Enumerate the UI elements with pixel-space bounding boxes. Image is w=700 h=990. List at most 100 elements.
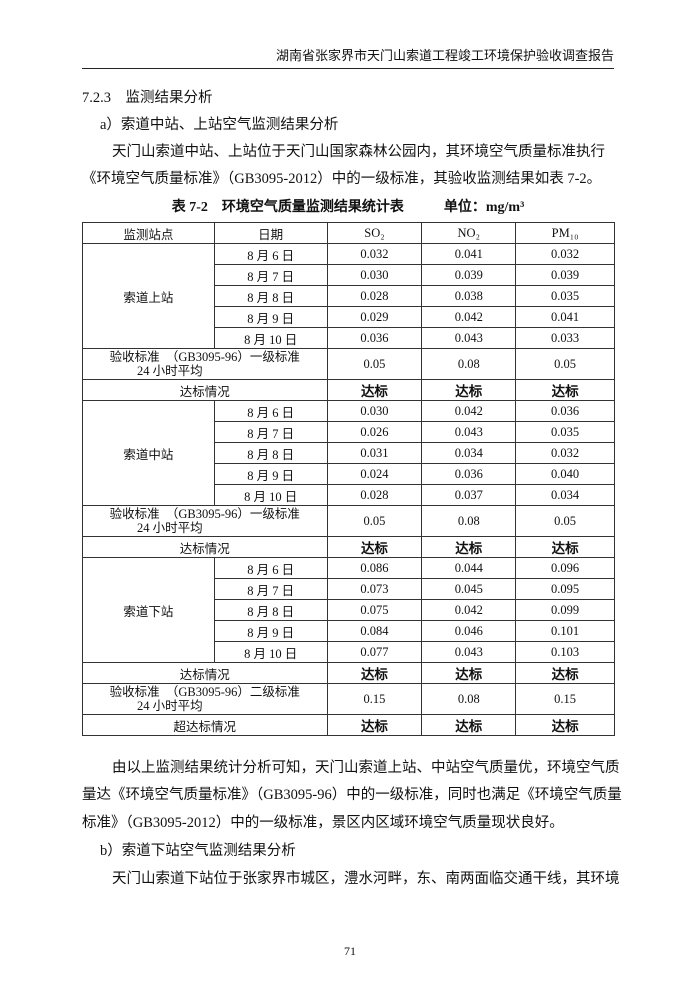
table-cell: 0.099: [515, 599, 615, 621]
table-cell: 0.042: [421, 306, 517, 328]
table-cell: 达标: [326, 714, 423, 736]
table-cell: 0.034: [421, 442, 517, 464]
table-cell: 0.036: [421, 463, 517, 485]
col-header: NO₂: [421, 222, 517, 244]
standard-label: 验收标准 （GB3095-96）一级标准 24 小时平均: [82, 348, 328, 380]
table-cell: 8 月 7 日: [213, 578, 328, 600]
table-cell: 0.032: [515, 442, 615, 464]
subsection-b: b）索道下站空气监测结果分析: [100, 843, 296, 859]
col-header: PM₁₀: [515, 222, 615, 244]
table-cell: 达标: [421, 379, 517, 401]
table-cell: 0.029: [326, 306, 423, 328]
result-row: 达标情况 达标 达标 达标: [82, 379, 615, 401]
table-cell: 达标情况: [82, 379, 328, 401]
table-cell: 0.15: [515, 683, 615, 715]
table-cell: 8 月 8 日: [213, 442, 328, 464]
table-cell: 0.05: [515, 505, 615, 537]
result-row: 达标情况 达标 达标 达标: [82, 536, 615, 558]
table-cell: 达标: [515, 662, 615, 684]
result-row: 超达标情况 达标 达标 达标: [82, 714, 615, 736]
table-cell: 8 月 10 日: [213, 484, 328, 506]
table-cell: 0.043: [421, 327, 517, 349]
table-cell: 达标: [515, 536, 615, 558]
table-cell: 0.024: [326, 463, 423, 485]
table-cell: 0.073: [326, 578, 423, 600]
table-unit: 单位：mg/m³: [443, 200, 525, 215]
table-cell: 0.103: [515, 641, 615, 663]
table-cell: 0.033: [515, 327, 615, 349]
col-header: 日期: [213, 222, 328, 244]
section-title: 7.2.3 监测结果分析: [82, 90, 213, 106]
paragraph-line: 量达《环境空气质量标准》（GB3095-96）中的一级标准，同时也满足《环境空气…: [82, 787, 622, 803]
paragraph-line: 标准》（GB3095-2012）中的一级标准，景区内区域环境空气质量现状良好。: [82, 815, 564, 831]
table-cell: 0.043: [421, 421, 517, 443]
table-cell: 0.08: [421, 348, 517, 380]
table-cell: 0.045: [421, 578, 517, 600]
table-cell: 0.036: [326, 327, 423, 349]
table-cell: 0.040: [515, 463, 615, 485]
standard-label-line: 验收标准 （GB3095-96）一级标准: [109, 507, 300, 521]
standard-label: 验收标准 （GB3095-96）二级标准 24 小时平均: [82, 683, 328, 715]
table-cell: 8 月 7 日: [213, 264, 328, 286]
table-cell: 8 月 10 日: [213, 641, 328, 663]
table-row: 8 月 10 日 0.036 0.043 0.033: [83, 327, 615, 349]
table-cell: 8 月 9 日: [213, 306, 328, 328]
table-cell: 0.096: [515, 557, 615, 579]
table-cell: 0.05: [515, 348, 615, 380]
table-cell: 达标: [515, 714, 615, 736]
table-cell: 0.15: [326, 683, 423, 715]
table-cell: 0.028: [326, 484, 423, 506]
table-row: 索道上站 8 月 6 日 0.032 0.041 0.032: [82, 243, 615, 349]
table-cell: 0.036: [515, 400, 615, 422]
table-cell: 0.039: [515, 264, 615, 286]
standard-label-line: 24 小时平均: [136, 699, 203, 713]
table-cell: 8 月 9 日: [213, 463, 328, 485]
standard-row: 验收标准 （GB3095-96）一级标准 24 小时平均 0.05 0.08 0.05: [82, 348, 615, 380]
standard-label-line: 24 小时平均: [136, 521, 203, 535]
standard-label-line: 验收标准 （GB3095-96）一级标准: [109, 350, 300, 364]
table-cell: 0.039: [421, 264, 517, 286]
table-cell: 达标: [421, 714, 517, 736]
table-cell: 0.037: [421, 484, 517, 506]
station-name: 索道上站: [82, 243, 215, 349]
table-cell: 0.043: [421, 641, 517, 663]
table-cell: 达标: [326, 379, 423, 401]
table-caption: 表 7-2 环境空气质量监测结果统计表 单位：mg/m³: [82, 196, 614, 216]
standard-row: 验收标准 （GB3095-96）二级标准 24 小时平均 0.15 0.08 0.15: [82, 683, 615, 715]
subsection-a: a）索道中站、上站空气监测结果分析: [100, 117, 339, 133]
table-cell: 0.05: [326, 505, 423, 537]
table-row: 8 月 7 日 0.026 0.043 0.035: [83, 421, 615, 443]
table-cell: 0.095: [515, 578, 615, 600]
air-quality-table: 监测站点 日期 SO₂ NO₂ PM₁₀ 索道上站 8 月 6 日 0.032 0.0…: [82, 222, 615, 736]
station-name: 索道中站: [82, 400, 215, 506]
table-cell: 8 月 6 日: [213, 243, 328, 265]
table-cell: 0.034: [515, 484, 615, 506]
table-cell: 达标: [326, 536, 423, 558]
table-cell: 0.075: [326, 599, 423, 621]
running-header: 湖南省张家界市天门山索道工程竣工环境保护验收调查报告: [82, 45, 614, 69]
table-cell: 达标: [515, 379, 615, 401]
table-row: 8 月 9 日 0.024 0.036 0.040: [83, 463, 615, 485]
table-row: 索道下站 8 月 6 日 0.086 0.044 0.096: [82, 557, 615, 663]
table-cell: 0.035: [515, 421, 615, 443]
table-cell: 0.046: [421, 620, 517, 642]
table-row: 8 月 10 日 0.077 0.043 0.103: [83, 641, 615, 663]
paragraph-line: 天门山索道下站位于张家界市城区，澧水河畔，东、南两面临交通干线，其环境: [112, 871, 620, 887]
station-name: 索道下站: [82, 557, 215, 663]
table-cell: 0.026: [326, 421, 423, 443]
table-cell: 0.028: [326, 285, 423, 307]
col-header: 监测站点: [82, 222, 215, 244]
paragraph-line: 由以上监测结果统计分析可知，天门山索道上站、中站空气质量优，环境空气质: [112, 760, 620, 776]
table-cell: 0.086: [326, 557, 423, 579]
table-cell: 8 月 8 日: [213, 599, 328, 621]
table-cell: 0.035: [515, 285, 615, 307]
table-cell: 8 月 8 日: [213, 285, 328, 307]
table-cell: 0.044: [421, 557, 517, 579]
standard-row: 验收标准 （GB3095-96）一级标准 24 小时平均 0.05 0.08 0.05: [82, 505, 615, 537]
table-row: 8 月 8 日 0.031 0.034 0.032: [83, 442, 615, 464]
table-cell: 0.101: [515, 620, 615, 642]
table-cell: 达标情况: [82, 536, 328, 558]
table-cell: 超达标情况: [82, 714, 328, 736]
table-cell: 0.032: [515, 243, 615, 265]
table-cell: 达标情况: [82, 662, 328, 684]
